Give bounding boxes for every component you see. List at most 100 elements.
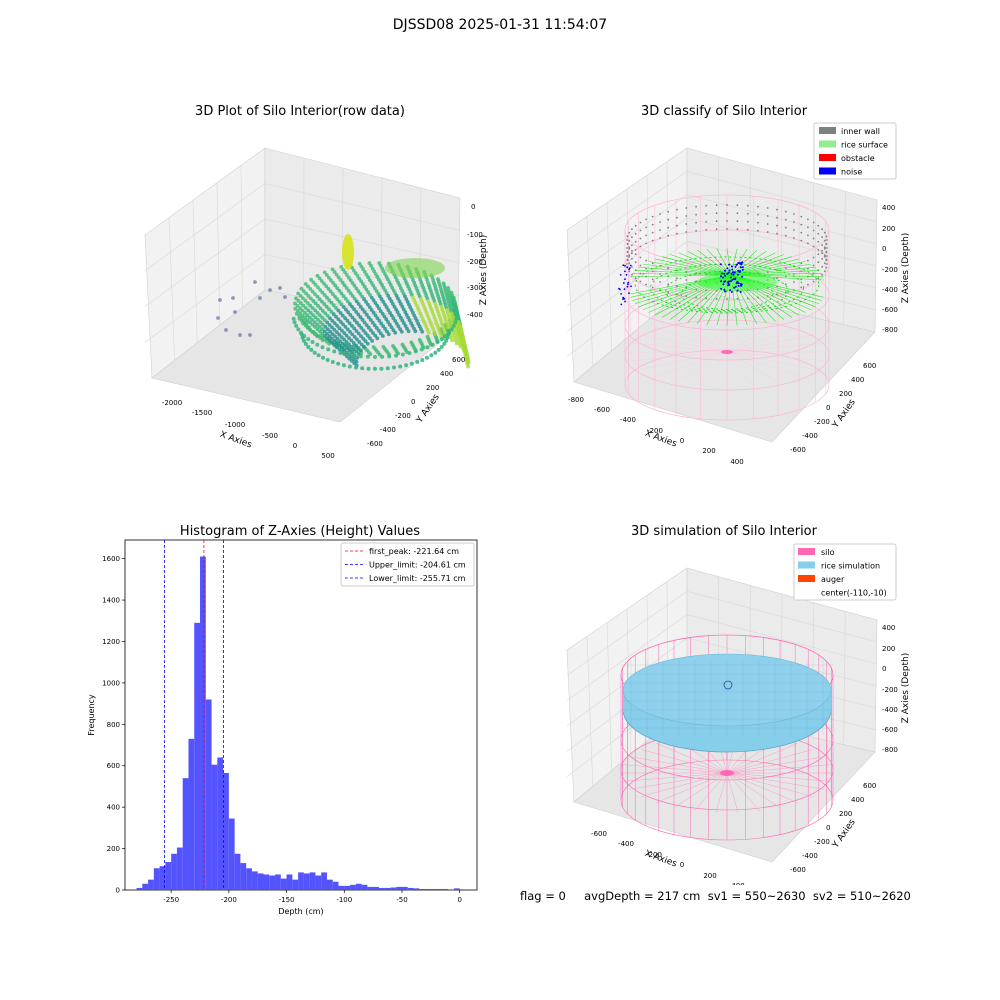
wall-point	[817, 253, 819, 255]
noise-point	[728, 272, 730, 274]
data-point	[292, 317, 296, 321]
wall-point	[793, 281, 795, 283]
x-tick-label: -400	[618, 840, 634, 848]
noise-point	[736, 264, 738, 266]
histogram-bar	[258, 873, 264, 890]
wall-point	[776, 225, 778, 227]
data-point	[373, 367, 377, 371]
wall-point	[635, 233, 637, 235]
wall-point	[635, 261, 637, 263]
wall-point	[659, 229, 661, 231]
legend-label: inner wall	[841, 127, 880, 136]
data-point	[216, 316, 220, 320]
y-axis-label: Y Axies	[830, 397, 858, 430]
histogram-bar	[454, 888, 460, 890]
data-point	[278, 286, 282, 290]
histogram-bar	[269, 876, 275, 891]
z-tick-label: -400	[882, 706, 898, 714]
wall-point	[685, 279, 687, 281]
wall-point	[640, 238, 642, 240]
z-tick-label: -600	[882, 306, 898, 314]
x-tick-label: -1500	[192, 409, 212, 417]
wall-point	[817, 241, 819, 243]
x-tick-label: -800	[568, 396, 584, 404]
histogram-bar	[246, 868, 252, 890]
histogram-bar	[287, 874, 293, 890]
histogram-bar	[414, 888, 420, 890]
noise-point	[731, 265, 733, 267]
noise-point	[721, 273, 723, 275]
wall-point	[785, 219, 787, 221]
data-point	[224, 328, 228, 332]
data-point	[426, 345, 430, 349]
data-point	[283, 295, 287, 299]
wall-point	[695, 206, 697, 208]
data-point	[367, 367, 371, 371]
data-point	[315, 334, 319, 338]
data-point	[354, 366, 358, 370]
data-point	[348, 365, 352, 369]
data-point	[392, 366, 396, 370]
wall-point	[747, 205, 749, 207]
noise-point	[732, 271, 734, 273]
wall-point	[813, 281, 815, 283]
histogram-bar	[362, 885, 368, 890]
legend-label: obstacle	[841, 154, 875, 163]
wall-point	[813, 257, 815, 259]
wall-point	[747, 229, 749, 231]
noise-point	[733, 287, 735, 289]
data-point	[366, 355, 370, 359]
noise-point	[737, 270, 739, 272]
simulation-3d-plot: silorice simulationaugercenter(-110,-10)…	[562, 540, 942, 885]
z-tick-label: 400	[882, 624, 895, 632]
wall-point	[705, 213, 707, 215]
panel4-title: 3D simulation of Silo Interior	[574, 524, 874, 539]
wall-point	[628, 262, 630, 264]
wall-point	[737, 220, 739, 222]
y-axis-label: Frequency	[87, 694, 96, 736]
wall-point	[659, 221, 661, 223]
wall-point	[826, 235, 828, 237]
data-point	[398, 365, 402, 369]
wall-point	[635, 277, 637, 279]
y-tick-label: 600	[452, 356, 465, 364]
data-point	[370, 339, 374, 343]
noise-point	[627, 282, 629, 284]
legend: inner wallrice surfaceobstaclenoise	[814, 123, 896, 179]
legend-label: center(-110,-10)	[821, 589, 887, 598]
wall-point	[716, 220, 718, 222]
wall-point	[826, 255, 828, 257]
y-tick-label: 0	[116, 887, 120, 895]
x-tick-label: -1000	[225, 421, 245, 429]
legend-swatch	[819, 154, 836, 161]
data-point	[431, 343, 435, 347]
wall-point	[640, 246, 642, 248]
y-tick-label: -400	[802, 432, 818, 440]
data-point	[425, 356, 429, 360]
wall-point	[821, 236, 823, 238]
x-axis-label: Depth (cm)	[278, 907, 323, 916]
wall-point	[726, 204, 728, 206]
wall-point	[821, 228, 823, 230]
wall-point	[793, 229, 795, 231]
wall-point	[635, 253, 637, 255]
wall-point	[826, 239, 828, 241]
data-point	[342, 363, 346, 367]
data-point	[429, 353, 433, 357]
histogram-bar	[390, 888, 396, 890]
histogram-bar	[171, 854, 177, 890]
noise-point	[724, 270, 726, 272]
legend-swatch	[798, 548, 815, 555]
histogram-bar	[188, 739, 194, 890]
wall-point	[824, 270, 826, 272]
wall-point	[716, 204, 718, 206]
wall-point	[821, 266, 823, 268]
histogram-bar	[442, 889, 448, 890]
wall-point	[652, 279, 654, 281]
data-point	[345, 353, 349, 357]
noise-point	[733, 274, 735, 276]
histogram-bar	[223, 773, 229, 890]
data-point	[466, 355, 470, 359]
x-tick-label: -600	[594, 406, 610, 414]
wall-point	[705, 229, 707, 231]
